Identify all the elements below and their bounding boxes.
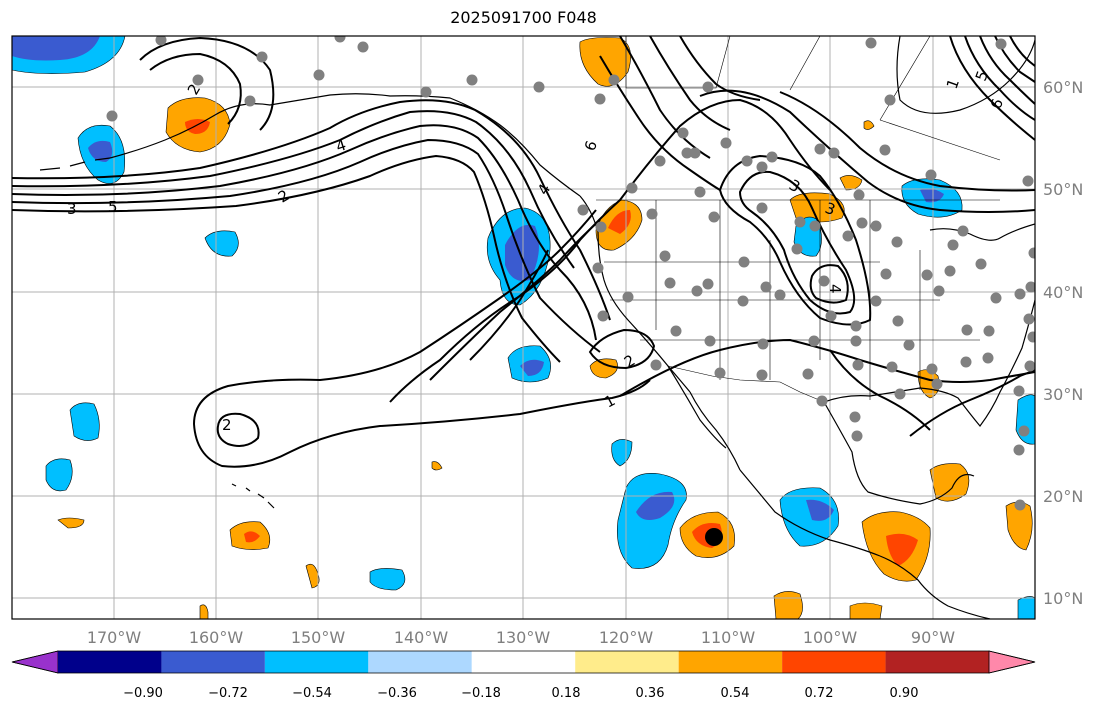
pos-anomaly-ne [863, 120, 875, 130]
colorbar-segment [885, 651, 989, 673]
pos-anomaly-plains-2 [839, 175, 863, 191]
lat-tick-label: 20°N [1043, 487, 1083, 506]
lon-tick-label: 170°W [87, 628, 142, 647]
lon-tick-label: 130°W [496, 628, 551, 647]
pos-anomaly-south-6 [199, 604, 209, 619]
colorbar-segment [368, 651, 472, 673]
colorbar [11, 650, 1036, 674]
lon-tick-label: 150°W [291, 628, 346, 647]
pos-anomaly-south-5 [849, 602, 883, 619]
contour-label: 4 [334, 136, 349, 156]
neg-anomaly-small-1 [204, 230, 239, 257]
contour-label: 3 [67, 200, 77, 218]
colorbar-segment [678, 651, 783, 673]
contour-label: 6 [581, 138, 601, 153]
neg-anomaly-se-coast [1015, 394, 1035, 445]
colorbar-tick-label: 0.54 [721, 686, 750, 701]
pos-anomaly-bc [579, 37, 631, 87]
lat-tick-label: 40°N [1043, 283, 1083, 302]
storm-marker [705, 528, 723, 546]
map-frame [11, 35, 1036, 620]
colorbar-segment [58, 651, 162, 673]
neg-anomaly-small-2 [611, 439, 633, 467]
colorbar-labels: −0.90 −0.72 −0.54 −0.36 −0.18 0.18 0.36 … [123, 686, 918, 701]
pos-anomaly-socal [589, 358, 618, 379]
pos-anomaly-south-2 [305, 563, 320, 589]
colorbar-tick-label: −0.72 [208, 686, 248, 701]
pos-anomaly-south-4 [773, 591, 803, 619]
shaded-anomalies [12, 36, 1035, 619]
neg-anomaly-south-1 [369, 568, 406, 591]
colorbar-extend-high [988, 650, 1036, 674]
colorbar-outline [11, 650, 1036, 674]
lon-tick-label: 140°W [394, 628, 449, 647]
colorbar-segment [575, 651, 679, 673]
lat-tick-label: 10°N [1043, 589, 1083, 608]
station-markers [106, 36, 1035, 511]
longitude-ticks: 170°W 160°W 150°W 140°W 130°W 120°W 110°… [87, 628, 955, 647]
colorbar-tick-label: 0.18 [552, 686, 581, 701]
pos-anomaly-south-3 [431, 461, 443, 471]
lat-tick-label: 50°N [1043, 180, 1083, 199]
neg-anomaly-centam [779, 487, 839, 547]
pos-anomaly-small-1 [57, 517, 85, 529]
neg-anomaly-caribbean [1017, 596, 1035, 619]
lon-tick-label: 160°W [189, 628, 244, 647]
latitude-ticks: 60°N 50°N 40°N 30°N 20°N 10°N [1043, 78, 1083, 608]
neg-anomaly-mexico-pac [617, 473, 687, 569]
colorbar-extend-low [11, 650, 59, 674]
colorbar-tick-label: −0.90 [123, 686, 163, 701]
colorbar-segment [264, 651, 369, 673]
colorbar-tick-label: 0.72 [805, 686, 834, 701]
lat-tick-label: 60°N [1043, 78, 1083, 97]
lon-tick-label: 110°W [701, 628, 756, 647]
contour-label: 5 [108, 198, 118, 216]
lat-tick-label: 30°N [1043, 385, 1083, 404]
colorbar-segment [471, 651, 576, 673]
colorbar-tick-label: 0.90 [890, 686, 919, 701]
map-title: 2025091700 F048 [450, 8, 597, 27]
map-panel: 1 2 2 2 3 3 4 4 5 6 1 2 3 4 5 6 [12, 36, 1035, 619]
contour-label: 1 [943, 76, 963, 91]
colorbar-segment [161, 651, 265, 673]
contour-label: 2 [222, 416, 232, 434]
colorbar-tick-label: −0.18 [461, 686, 501, 701]
colorbar-tick-label: −0.36 [377, 686, 417, 701]
colorbar-segment [782, 651, 886, 673]
contour-label: 4 [534, 181, 554, 198]
neg-anomaly-hawaii-2 [45, 458, 73, 492]
lon-tick-label: 90°W [911, 628, 955, 647]
neg-anomaly-hawaii-1 [69, 402, 100, 441]
height-contours [12, 36, 1035, 468]
colorbar-tick-label: −0.54 [292, 686, 332, 701]
lon-tick-label: 100°W [803, 628, 858, 647]
contour-label: 4 [826, 284, 844, 294]
contour-label: 6 [987, 96, 1007, 111]
colorbar-tick-label: 0.36 [636, 686, 665, 701]
pos-anomaly-yucatan [929, 463, 970, 502]
lon-tick-label: 120°W [599, 628, 654, 647]
